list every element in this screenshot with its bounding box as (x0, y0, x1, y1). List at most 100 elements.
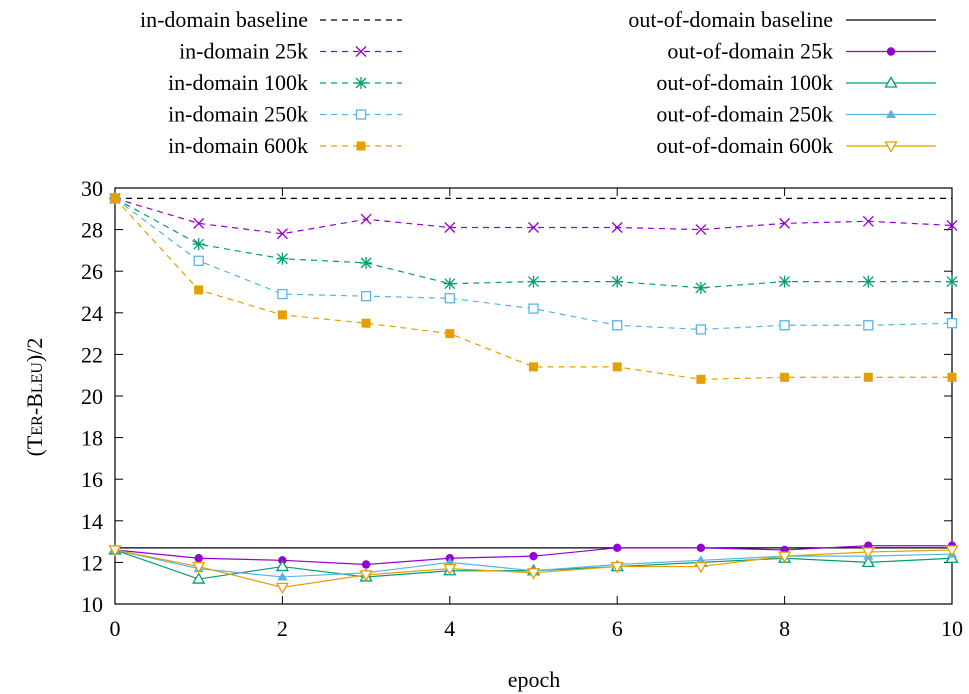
y-axis-title-part: )/2 (22, 338, 47, 362)
series-in-domain-25k (109, 192, 958, 240)
point-star (192, 238, 205, 251)
point-star (276, 252, 289, 265)
legend-label: in-domain 25k (179, 39, 308, 64)
x-tick-label: 4 (444, 616, 455, 641)
point-star (611, 275, 624, 288)
point-dot (194, 554, 203, 563)
point-square-open (946, 318, 958, 329)
legend-item: out-of-domain 600k (656, 133, 936, 158)
point-triangle-open (275, 559, 290, 572)
point-cross (611, 222, 623, 233)
point-triangle-down-open (526, 568, 541, 580)
y-tick-label: 12 (81, 550, 103, 575)
legend-label: in-domain 600k (168, 133, 308, 158)
series-line (114, 197, 953, 331)
point-triangle-down-open (275, 582, 290, 595)
point-star (443, 277, 456, 290)
legend-item: in-domain 100k (168, 70, 402, 95)
point-triangle-down-open (861, 547, 875, 559)
point-cross (528, 222, 539, 233)
point-square-filled (361, 318, 371, 328)
point-square-open (695, 324, 707, 335)
point-square-open (612, 320, 623, 331)
legend-item: in-domain 25k (179, 39, 402, 64)
y-tick-label: 30 (81, 176, 103, 201)
point-triangle-open (192, 572, 206, 584)
series-line (114, 197, 953, 235)
point-cross (360, 213, 372, 225)
point-square-filled (445, 329, 455, 339)
y-axis-title-part: ER (29, 415, 46, 436)
point-cross (695, 224, 707, 236)
y-axis-title: (TER-BLEU)/2 (22, 338, 47, 457)
legend-item: in-domain 250k (168, 102, 402, 127)
point-star (527, 275, 540, 288)
x-axis-title: epoch (508, 667, 561, 692)
point-triangle-down-open (884, 141, 898, 153)
point-triangle-filled (886, 109, 896, 118)
series-line (114, 197, 952, 380)
point-triangle-filled (695, 555, 706, 564)
legend-label: in-domain 100k (168, 70, 308, 95)
y-tick-label: 24 (81, 301, 103, 326)
point-square-open (863, 320, 874, 331)
y-axis-title-part: LEU (29, 362, 46, 394)
legend-label: out-of-domain 100k (656, 70, 833, 95)
legend-label: out-of-domain 25k (667, 39, 833, 64)
series-line (114, 197, 952, 289)
y-tick-label: 20 (81, 384, 103, 409)
x-tick-label: 2 (277, 616, 288, 641)
point-triangle-filled (444, 557, 455, 566)
point-star (694, 281, 707, 294)
point-star (862, 275, 875, 288)
y-tick-label: 10 (81, 592, 103, 617)
plot-series (108, 192, 959, 595)
point-triangle-down-open (777, 551, 792, 563)
legend-item: out-of-domain 250k (656, 102, 936, 127)
point-triangle-down-open (359, 570, 373, 582)
legend-label: out-of-domain baseline (628, 7, 833, 32)
point-square-open (277, 288, 288, 300)
legend: in-domain baseline in-domain 25k in-domain… (140, 7, 936, 158)
series-in-domain-600k (110, 193, 957, 384)
x-tick-label: 8 (779, 616, 790, 641)
point-square-open (360, 291, 372, 302)
series-out-of-domain-600k (108, 545, 959, 595)
point-star (355, 77, 367, 89)
point-square-filled (947, 372, 957, 382)
point-triangle-down-open (192, 561, 206, 574)
point-dot (696, 543, 706, 553)
point-cross (862, 215, 874, 227)
point-triangle-open (884, 76, 898, 88)
point-cross (193, 217, 205, 229)
point-star (360, 256, 373, 269)
y-tick-label: 22 (81, 342, 103, 367)
point-triangle-down-open (694, 561, 708, 574)
y-tick-label: 26 (81, 259, 103, 284)
point-dot (361, 560, 371, 569)
plot-frame (114, 187, 953, 605)
point-square-open (444, 293, 455, 304)
point-square-open (355, 109, 367, 120)
legend-item: in-domain 600k (168, 133, 402, 158)
point-square-filled (529, 362, 538, 372)
x-tick-label: 0 (110, 616, 121, 641)
point-cross (779, 217, 791, 229)
point-square-filled (356, 141, 366, 151)
point-triangle-filled (277, 571, 288, 581)
legend-item: out-of-domain 25k (667, 39, 936, 64)
point-dot (529, 551, 538, 561)
legend-label: in-domain baseline (140, 7, 308, 32)
y-axis-title-part: -B (22, 393, 47, 415)
point-square-open (193, 255, 204, 266)
point-square-filled (194, 285, 204, 295)
legend-label: out-of-domain 250k (656, 102, 833, 127)
point-triangle-down-open (945, 545, 959, 557)
point-cross (355, 46, 367, 57)
x-tick-label: 10 (941, 616, 963, 641)
series-in-domain-100k (109, 192, 958, 294)
point-star (946, 275, 958, 288)
point-square-filled (863, 372, 873, 382)
